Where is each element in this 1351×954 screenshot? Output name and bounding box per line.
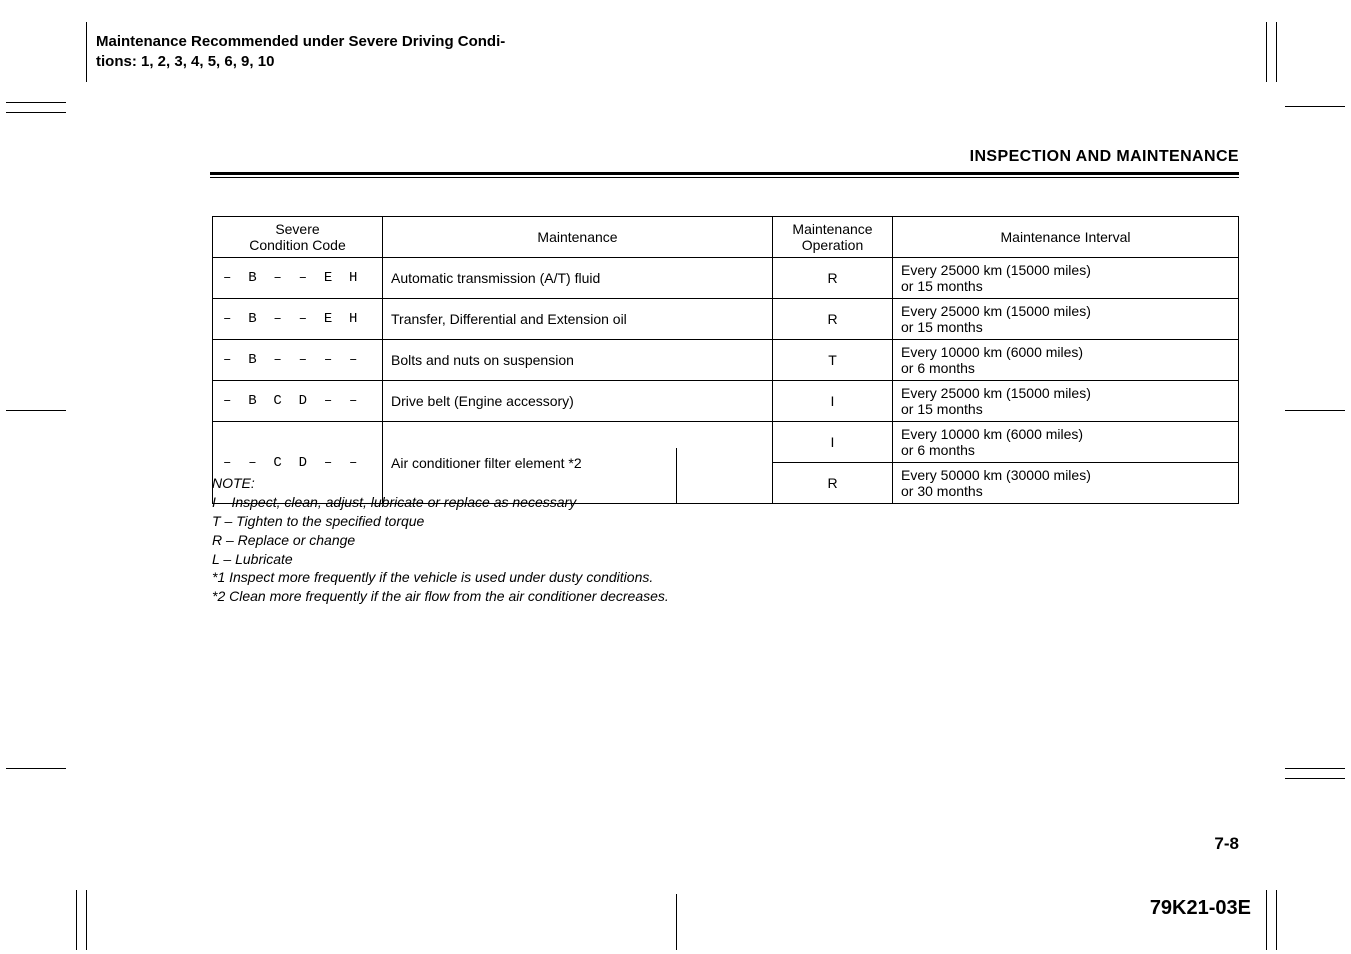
cell-int: Every 10000 km (6000 miles)or 6 months: [893, 422, 1239, 463]
crop-mark: [86, 890, 87, 950]
section-title: INSPECTION AND MAINTENANCE: [210, 148, 1239, 170]
header-title-line1: Maintenance Recommended under Severe Dri…: [96, 32, 536, 52]
crop-mark: [6, 768, 66, 769]
cell-int: Every 10000 km (6000 miles)or 6 months: [893, 340, 1239, 381]
rule-thin: [210, 177, 1239, 178]
crop-mark: [6, 112, 66, 113]
cell-int: Every 25000 km (15000 miles)or 15 months: [893, 381, 1239, 422]
rule-thick: [210, 172, 1239, 175]
table-row: – B – – – – Bolts and nuts on suspension…: [213, 340, 1239, 381]
note-head: NOTE:: [212, 474, 669, 493]
head-code: Severe Condition Code: [213, 217, 383, 258]
head-maint: Maintenance: [383, 217, 773, 258]
cell-int: Every 50000 km (30000 miles)or 30 months: [893, 463, 1239, 504]
cell-op: R: [773, 299, 893, 340]
crop-mark: [6, 102, 66, 103]
head-code-l2: Condition Code: [249, 237, 346, 253]
head-int: Maintenance Interval: [893, 217, 1239, 258]
crop-mark: [1266, 22, 1267, 82]
head-code-l1: Severe: [275, 221, 319, 237]
crop-mark: [676, 894, 677, 950]
cell-maint: Transfer, Differential and Extension oil: [383, 299, 773, 340]
section-title-wrap: INSPECTION AND MAINTENANCE: [210, 148, 1239, 178]
document-code: 79K21-03E: [1150, 897, 1251, 920]
cell-code: – B C D – –: [213, 381, 383, 422]
note-line: L – Lubricate: [212, 550, 669, 569]
cell-op: T: [773, 340, 893, 381]
note-line: *1 Inspect more frequently if the vehicl…: [212, 568, 669, 587]
maintenance-table: Severe Condition Code Maintenance Mainte…: [212, 216, 1239, 504]
header-block: Maintenance Recommended under Severe Dri…: [96, 32, 536, 71]
cell-code: – B – – E H: [213, 299, 383, 340]
note-line: R – Replace or change: [212, 531, 669, 550]
notes-block: NOTE: I – Inspect, clean, adjust, lubric…: [212, 474, 669, 606]
table-row-merged: – – C D – – Air conditioner filter eleme…: [213, 422, 1239, 463]
crop-mark: [1285, 106, 1345, 107]
crop-mark: [86, 22, 87, 82]
table-row: – B – – E H Automatic transmission (A/T)…: [213, 258, 1239, 299]
cell-op: I: [773, 422, 893, 463]
crop-mark: [6, 410, 66, 411]
crop-mark: [1266, 890, 1267, 950]
cell-op: R: [773, 258, 893, 299]
crop-mark: [1285, 768, 1345, 769]
cell-int: Every 25000 km (15000 miles)or 15 months: [893, 258, 1239, 299]
cell-maint: Automatic transmission (A/T) fluid: [383, 258, 773, 299]
maintenance-table-wrap: Severe Condition Code Maintenance Mainte…: [212, 216, 1239, 504]
head-op-l2: Operation: [802, 237, 863, 253]
cell-maint: Bolts and nuts on suspension: [383, 340, 773, 381]
table-row: – B – – E H Transfer, Differential and E…: [213, 299, 1239, 340]
table-head-row: Severe Condition Code Maintenance Mainte…: [213, 217, 1239, 258]
head-op: Maintenance Operation: [773, 217, 893, 258]
cell-code: – B – – E H: [213, 258, 383, 299]
crop-mark: [1276, 890, 1277, 950]
cell-op: R: [773, 463, 893, 504]
cell-maint: Drive belt (Engine accessory): [383, 381, 773, 422]
crop-mark: [1285, 778, 1345, 779]
note-line: I – Inspect, clean, adjust, lubricate or…: [212, 493, 669, 512]
cell-code: – B – – – –: [213, 340, 383, 381]
crop-mark: [76, 890, 77, 950]
crop-mark: [1276, 22, 1277, 82]
header-title-line2: tions: 1, 2, 3, 4, 5, 6, 9, 10: [96, 52, 536, 72]
crop-mark: [1285, 410, 1345, 411]
page-number: 7-8: [1214, 834, 1239, 854]
note-line: *2 Clean more frequently if the air flow…: [212, 587, 669, 606]
head-op-l1: Maintenance: [792, 221, 872, 237]
table-row: – B C D – – Drive belt (Engine accessory…: [213, 381, 1239, 422]
cell-op: I: [773, 381, 893, 422]
cell-int: Every 25000 km (15000 miles)or 15 months: [893, 299, 1239, 340]
table-body: – B – – E H Automatic transmission (A/T)…: [213, 258, 1239, 504]
page: Maintenance Recommended under Severe Dri…: [0, 0, 1351, 954]
note-line: T – Tighten to the specified torque: [212, 512, 669, 531]
